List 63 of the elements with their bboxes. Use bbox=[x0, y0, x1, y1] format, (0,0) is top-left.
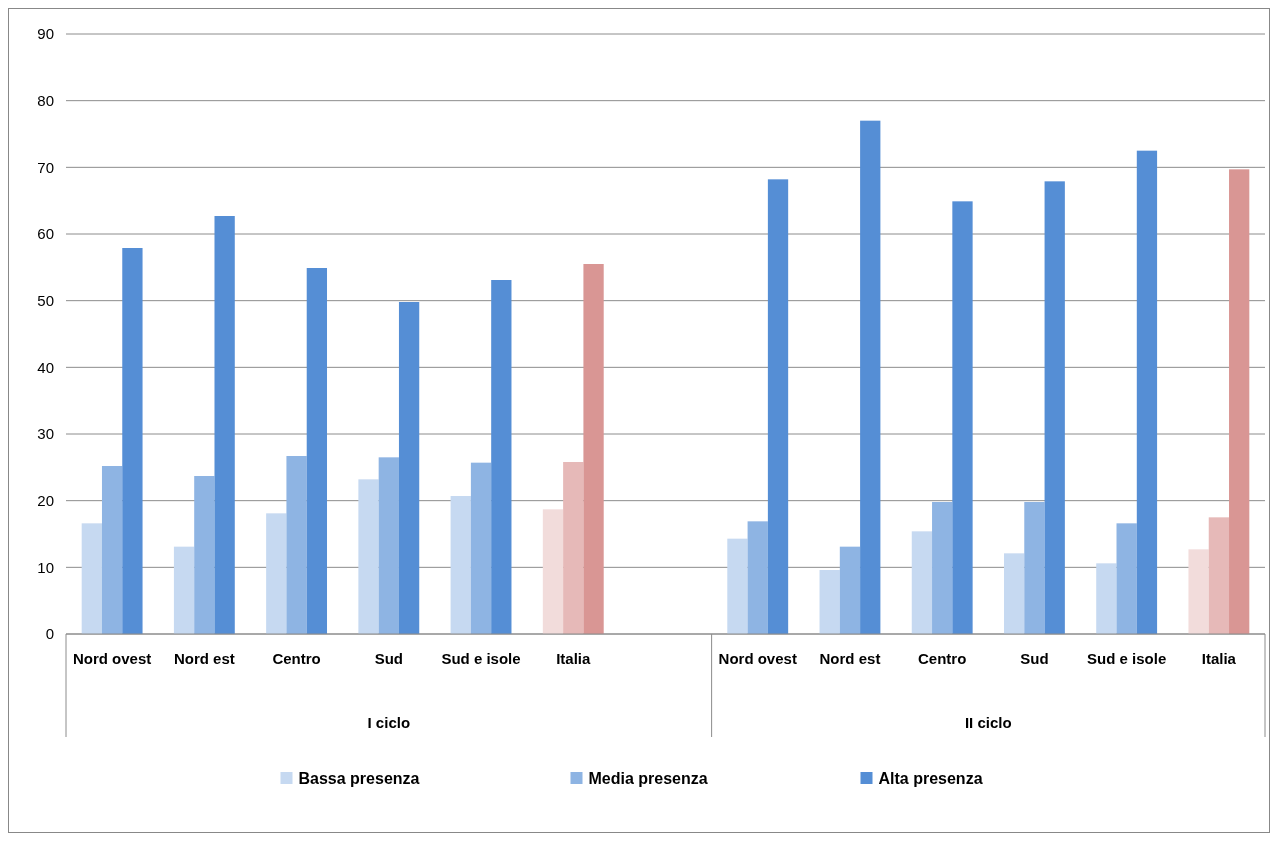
bar bbox=[450, 496, 471, 634]
x-tick-label: Italia bbox=[1201, 650, 1237, 667]
bar bbox=[101, 466, 123, 634]
x-tick-label: Nord ovest bbox=[72, 650, 152, 667]
y-tick-label: 70 bbox=[37, 158, 54, 176]
bar bbox=[1188, 549, 1209, 634]
bar bbox=[491, 280, 512, 634]
y-tick-label: 80 bbox=[37, 91, 54, 109]
x-tick-label: Centro bbox=[272, 650, 321, 667]
bar bbox=[839, 546, 861, 634]
bar bbox=[398, 302, 420, 634]
bar bbox=[952, 201, 973, 634]
bar bbox=[563, 462, 584, 634]
y-tick-label: 40 bbox=[37, 358, 54, 376]
legend-label: Alta presenza bbox=[878, 769, 983, 787]
bar bbox=[932, 502, 953, 634]
bar bbox=[1208, 517, 1230, 634]
bar bbox=[583, 264, 604, 634]
x-tick-label: Nord est bbox=[819, 650, 881, 667]
bar bbox=[266, 513, 287, 634]
bar bbox=[194, 476, 215, 634]
bar bbox=[81, 523, 102, 634]
bar bbox=[860, 120, 881, 634]
bar bbox=[214, 216, 235, 634]
text: I ciclo bbox=[367, 714, 411, 731]
bar bbox=[819, 570, 840, 634]
bar bbox=[542, 509, 564, 634]
y-tick-label: 20 bbox=[37, 491, 54, 509]
legend-label: Bassa presenza bbox=[298, 769, 420, 787]
y-tick-label: 60 bbox=[37, 225, 54, 243]
text: II ciclo bbox=[964, 714, 1012, 731]
bar bbox=[1024, 502, 1045, 634]
x-tick-label: Centro bbox=[918, 650, 967, 667]
bar bbox=[306, 268, 328, 634]
x-tick-label: Sud e isole bbox=[441, 650, 521, 667]
bar bbox=[286, 456, 307, 634]
bar bbox=[727, 538, 748, 634]
x-tick-label: Nord est bbox=[173, 650, 235, 667]
bar bbox=[767, 179, 789, 634]
bar bbox=[911, 531, 933, 634]
y-tick-label: 0 bbox=[45, 625, 54, 643]
bar bbox=[173, 546, 195, 634]
y-tick-label: 30 bbox=[37, 425, 54, 443]
bar bbox=[1003, 553, 1025, 634]
y-tick-label: 90 bbox=[37, 25, 54, 43]
x-tick-label: Sud bbox=[374, 650, 403, 667]
bar bbox=[470, 462, 492, 634]
legend-label: Media presenza bbox=[588, 769, 708, 787]
bar bbox=[1096, 563, 1117, 634]
x-tick-label: Sud bbox=[1020, 650, 1049, 667]
bar bbox=[1136, 150, 1158, 634]
bar bbox=[1229, 169, 1250, 634]
bar bbox=[1116, 523, 1137, 634]
bar bbox=[378, 457, 399, 634]
bar bbox=[1044, 181, 1065, 634]
bar bbox=[358, 479, 379, 634]
x-tick-label: Nord ovest bbox=[718, 650, 797, 667]
y-tick-label: 50 bbox=[37, 291, 54, 309]
x-tick-label: Sud e isole bbox=[1087, 650, 1167, 667]
x-tick-label: Italia bbox=[556, 650, 592, 667]
y-tick-label: 10 bbox=[37, 558, 54, 576]
bar bbox=[747, 521, 768, 634]
bar bbox=[122, 248, 143, 634]
